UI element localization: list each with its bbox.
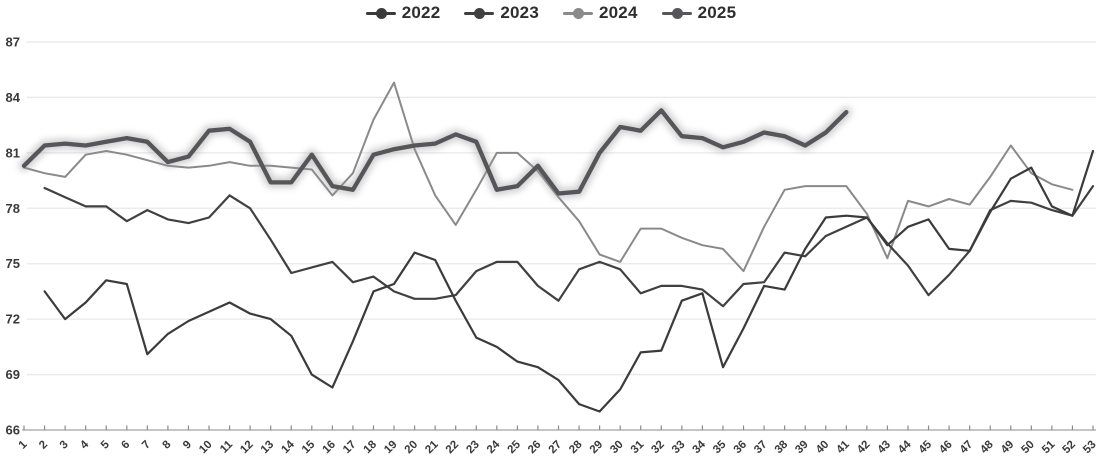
x-tick-label: 31 <box>629 438 647 456</box>
x-tick-label: 5 <box>99 438 112 451</box>
chart-legend: 2022 2023 2024 2025 <box>0 3 1102 23</box>
x-tick-label: 16 <box>320 439 338 457</box>
y-tick-label: 78 <box>6 201 20 216</box>
x-tick-label: 49 <box>999 439 1017 457</box>
legend-line-dot-marker-2024 <box>563 8 593 19</box>
x-tick-label: 18 <box>362 438 380 456</box>
x-tick-label: 23 <box>464 439 482 457</box>
x-tick-label: 24 <box>485 438 503 456</box>
x-tick-label: 33 <box>670 439 688 457</box>
x-tick-label: 6 <box>119 439 132 452</box>
y-axis-tick-labels: 66 69 72 75 78 81 84 87 <box>6 35 21 438</box>
x-tick-label: 4 <box>78 438 91 451</box>
x-tick-label: 30 <box>608 439 626 457</box>
x-tick-label: 32 <box>649 439 667 457</box>
x-tick-label: 3 <box>58 439 71 452</box>
x-tick-label: 53 <box>1081 439 1099 457</box>
y-tick-label: 84 <box>6 90 21 105</box>
x-tick-label: 22 <box>444 439 462 457</box>
x-tick-label: 34 <box>690 438 708 456</box>
legend-label: 2022 <box>401 3 441 22</box>
x-tick-label: 46 <box>937 439 955 457</box>
legend-label: 2024 <box>599 3 638 22</box>
legend-item-2024[interactable]: 2024 <box>563 3 638 23</box>
legend-line-dot-marker-2023 <box>464 8 495 19</box>
series-line-2022[interactable] <box>43 149 1095 413</box>
x-tick-label: 39 <box>793 439 811 457</box>
x-tick-label: 2 <box>37 439 50 452</box>
series-lines <box>18 81 1095 413</box>
x-tick-label: 7 <box>140 439 153 452</box>
x-tick-label: 37 <box>752 439 770 457</box>
y-tick-label: 87 <box>6 35 20 50</box>
x-tick-label: 44 <box>896 438 914 456</box>
x-tick-label: 15 <box>300 438 318 456</box>
x-axis <box>22 425 1096 431</box>
y-tick-label: 69 <box>6 367 20 382</box>
x-tick-label: 20 <box>403 439 421 457</box>
gridlines <box>27 41 1096 376</box>
x-tick-label: 1 <box>17 438 30 451</box>
x-tick-label: 36 <box>732 439 750 457</box>
x-axis-tick-labels: 1 2 3 4 5 6 7 8 9 10 11 12 13 14 15 16 17 18 19 20 21 22 23 24 2… <box>17 438 1099 456</box>
x-tick-label: 40 <box>814 439 832 457</box>
y-tick-label: 66 <box>6 423 20 438</box>
x-tick-label: 8 <box>161 438 174 451</box>
x-tick-label: 29 <box>588 439 606 457</box>
legend-item-2023[interactable]: 2023 <box>464 3 539 23</box>
x-tick-label: 41 <box>834 438 852 456</box>
x-tick-label: 50 <box>1019 439 1037 457</box>
x-tick-label: 51 <box>1040 438 1058 456</box>
x-tick-label: 9 <box>181 439 194 452</box>
y-tick-label: 75 <box>6 256 20 271</box>
legend-label: 2025 <box>697 3 737 22</box>
x-tick-label: 11 <box>218 438 236 456</box>
x-tick-label: 19 <box>382 439 400 457</box>
series-line-glow-2025 <box>18 104 852 199</box>
x-tick-label: 48 <box>978 438 996 456</box>
series-line-2023[interactable] <box>43 185 1095 308</box>
x-tick-label: 21 <box>423 438 441 456</box>
x-tick-label: 12 <box>238 439 256 457</box>
x-tick-label: 35 <box>711 438 729 456</box>
x-tick-label: 26 <box>526 439 544 457</box>
x-tick-label: 13 <box>259 439 277 457</box>
x-tick-label: 42 <box>855 439 873 457</box>
legend-line-dot-marker-2022 <box>365 8 396 19</box>
x-tick-label: 14 <box>279 438 297 456</box>
x-tick-label: 17 <box>341 439 359 457</box>
y-tick-label: 81 <box>6 145 20 160</box>
y-tick-label: 72 <box>6 312 20 327</box>
x-tick-label: 38 <box>773 438 791 456</box>
x-tick-label: 27 <box>547 439 565 457</box>
x-tick-label: 43 <box>876 439 894 457</box>
legend-item-2025[interactable]: 2025 <box>661 3 737 23</box>
x-tick-label: 52 <box>1061 439 1079 457</box>
x-tick-label: 10 <box>197 439 215 457</box>
x-tick-label: 28 <box>567 438 585 456</box>
x-tick-label: 45 <box>917 438 935 456</box>
x-tick-label: 47 <box>958 439 976 457</box>
legend-label: 2023 <box>500 3 539 22</box>
series-line-2025[interactable] <box>21 108 849 196</box>
legend-item-2022[interactable]: 2022 <box>365 3 441 23</box>
legend-line-dot-marker-2025 <box>661 8 692 19</box>
x-tick-label: 25 <box>505 438 523 456</box>
